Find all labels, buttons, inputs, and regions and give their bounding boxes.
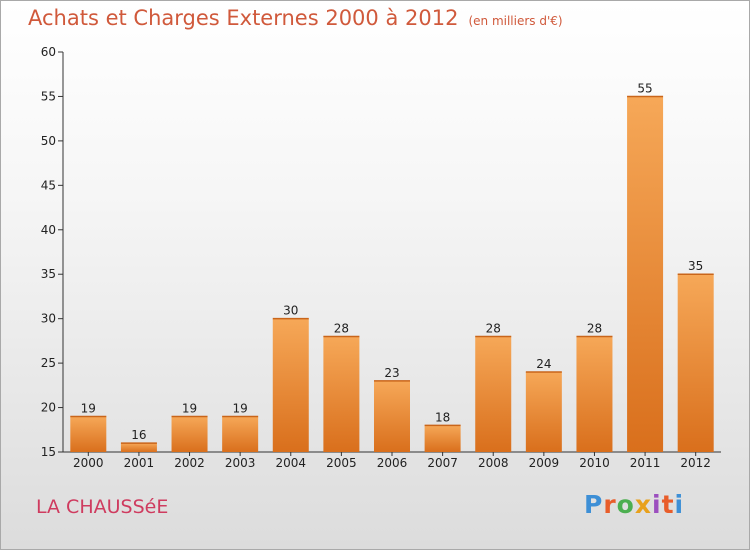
y-tick-label: 45 [41, 178, 56, 192]
x-tick-label: 2010 [579, 456, 610, 470]
x-tick-label: 2000 [73, 456, 104, 470]
bar-value-label: 19 [182, 401, 197, 415]
bar-value-label: 28 [334, 321, 349, 335]
bar-value-label: 55 [637, 81, 652, 95]
logo-letter: t [661, 490, 675, 519]
x-tick-label: 2008 [478, 456, 509, 470]
logo-letter: i [674, 490, 685, 519]
bar [323, 336, 360, 452]
commune-name: LA CHAUSSéE [36, 496, 169, 518]
y-tick-label: 25 [41, 356, 56, 370]
x-tick-label: 2009 [529, 456, 560, 470]
y-tick-label: 15 [41, 445, 56, 459]
bar [424, 425, 461, 452]
bar [475, 336, 512, 452]
x-tick-label: 2007 [427, 456, 458, 470]
chart-title: Achats et Charges Externes 2000 à 2012 (e… [28, 6, 563, 30]
axes: 15 20 25 30 35 40 45 50 55 60 2000 2001 2002 2003 2004… [41, 45, 721, 470]
x-tick-label: 2003 [225, 456, 256, 470]
chart-title-text: Achats et Charges Externes 2000 à 2012 [28, 6, 459, 30]
y-tick-label: 30 [41, 312, 56, 326]
bar [222, 416, 259, 452]
logo-letter: i [652, 490, 662, 519]
proxiti-logo: Proxiti [584, 490, 684, 519]
bar [525, 372, 562, 452]
bar-value-label: 24 [536, 357, 551, 371]
bar-value-label: 16 [131, 428, 146, 442]
y-tick-label: 50 [41, 134, 56, 148]
bar [576, 336, 613, 452]
y-tick-label: 20 [41, 401, 56, 415]
bar-value-label: 28 [587, 321, 602, 335]
y-tick-label: 35 [41, 267, 56, 281]
logo-letter: r [603, 490, 617, 519]
x-tick-label: 2004 [275, 456, 306, 470]
y-tick-label: 60 [41, 45, 56, 59]
x-tick-label: 2002 [174, 456, 205, 470]
bar [70, 416, 107, 452]
x-tick-label: 2006 [377, 456, 408, 470]
bar-value-label: 18 [435, 410, 450, 424]
logo-letter: o [616, 490, 635, 519]
bar-value-label: 19 [233, 401, 248, 415]
x-tick-label: 2001 [124, 456, 155, 470]
bars [70, 95, 714, 452]
x-tick-label: 2012 [680, 456, 711, 470]
chart-unit: (en milliers d'€) [468, 14, 563, 28]
bar [120, 443, 157, 452]
y-tick-label: 40 [41, 223, 56, 237]
bar [677, 274, 714, 452]
bar-value-label: 30 [283, 304, 298, 318]
bar [171, 416, 208, 452]
y-tick-label: 55 [41, 89, 56, 103]
logo-letter: P [584, 490, 604, 519]
bar-value-label: 19 [81, 401, 96, 415]
logo-letter: x [634, 490, 652, 519]
bar-value-label: 35 [688, 259, 703, 273]
x-tick-label: 2005 [326, 456, 357, 470]
bar-value-label: 28 [486, 321, 501, 335]
bar [272, 318, 309, 452]
value-labels: 19 16 19 19 30 28 23 18 28 24 28 55 35 [81, 81, 704, 442]
x-tick-label: 2011 [630, 456, 661, 470]
bar-value-label: 23 [384, 366, 399, 380]
bar [627, 96, 664, 452]
bar [374, 380, 410, 452]
